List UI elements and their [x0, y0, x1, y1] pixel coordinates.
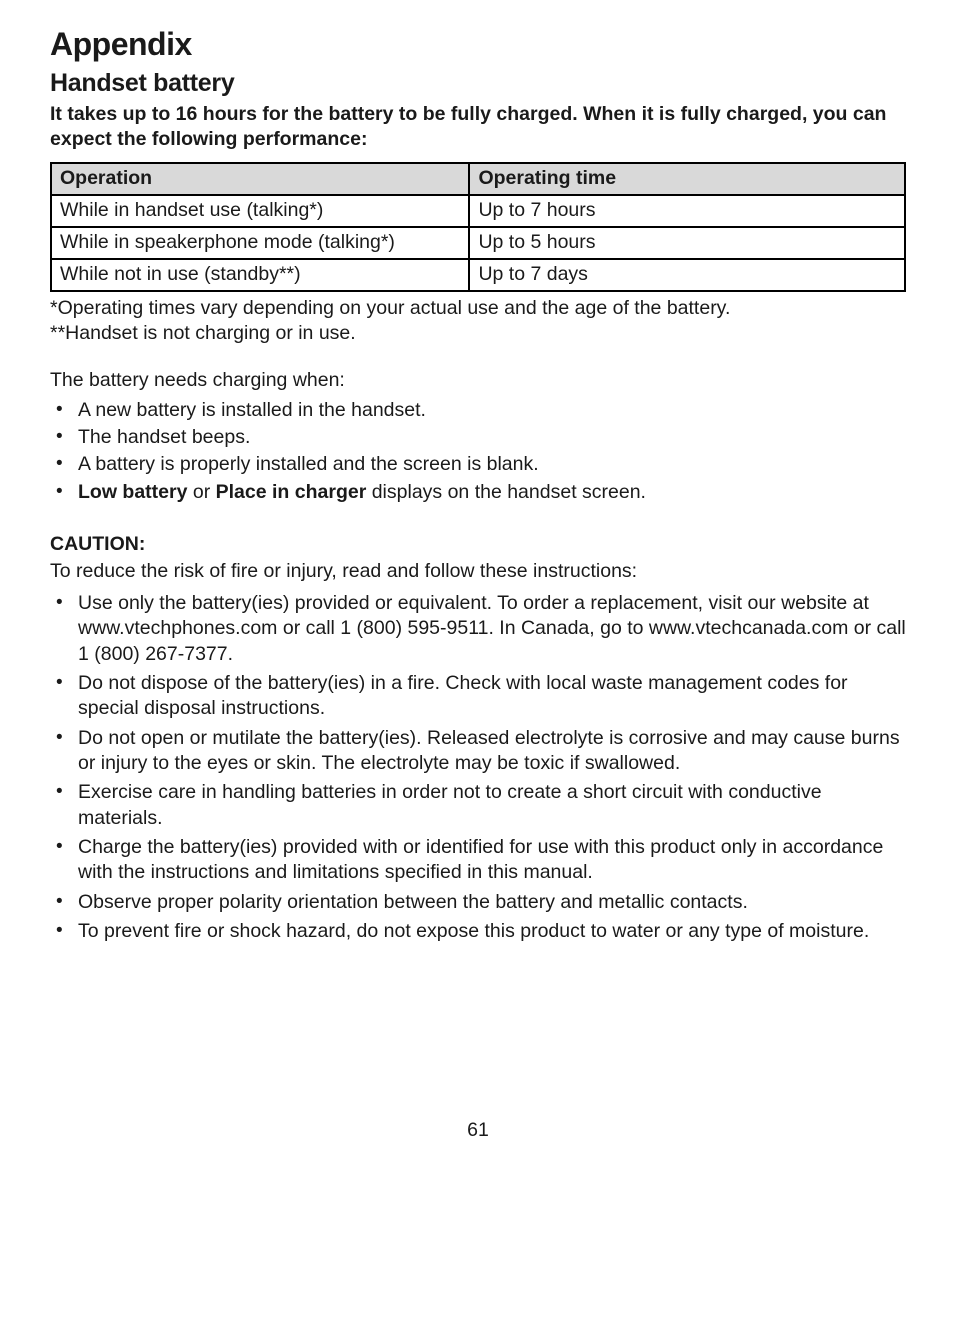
table-row: While in speakerphone mode (talking*) Up…: [51, 227, 905, 259]
list-item: Use only the battery(ies) provided or eq…: [74, 591, 906, 667]
td-operation: While in speakerphone mode (talking*): [51, 227, 469, 259]
caution-intro: To reduce the risk of fire or injury, re…: [50, 560, 906, 583]
page-number: 61: [50, 1119, 906, 1172]
battery-table: Operation Operating time While in handse…: [50, 162, 906, 292]
list-item: A battery is properly installed and the …: [74, 452, 906, 477]
td-time: Up to 5 hours: [469, 227, 905, 259]
td-time: Up to 7 days: [469, 259, 905, 291]
th-operation: Operation: [51, 163, 469, 195]
bold-low-battery: Low battery: [78, 481, 187, 503]
bold-place-in-charger: Place in charger: [216, 481, 367, 503]
list-item: Exercise care in handling batteries in o…: [74, 780, 906, 831]
caution-list: Use only the battery(ies) provided or eq…: [50, 591, 906, 944]
footnote-1: *Operating times vary depending on your …: [50, 296, 906, 321]
td-operation: While not in use (standby**): [51, 259, 469, 291]
list-item: Do not open or mutilate the battery(ies)…: [74, 726, 906, 777]
text-or: or: [187, 481, 215, 503]
list-item: A new battery is installed in the handse…: [74, 398, 906, 423]
section-heading: Handset battery: [50, 69, 906, 98]
charge-when-label: The battery needs charging when:: [50, 369, 906, 392]
footnote-2: **Handset is not charging or in use.: [50, 321, 906, 346]
list-item: Charge the battery(ies) provided with or…: [74, 835, 906, 886]
text-tail: displays on the handset screen.: [366, 481, 646, 503]
list-item: Do not dispose of the battery(ies) in a …: [74, 671, 906, 722]
list-item: Low battery or Place in charger displays…: [74, 480, 906, 505]
list-item: To prevent fire or shock hazard, do not …: [74, 919, 906, 944]
list-item: The handset beeps.: [74, 425, 906, 450]
page-heading: Appendix: [50, 26, 906, 63]
table-row: While in handset use (talking*) Up to 7 …: [51, 195, 905, 227]
caution-heading: CAUTION:: [50, 533, 906, 556]
intro-paragraph: It takes up to 16 hours for the battery …: [50, 102, 906, 152]
list-item: Observe proper polarity orientation betw…: [74, 890, 906, 915]
td-operation: While in handset use (talking*): [51, 195, 469, 227]
charge-when-list: A new battery is installed in the handse…: [50, 398, 906, 505]
td-time: Up to 7 hours: [469, 195, 905, 227]
th-operating-time: Operating time: [469, 163, 905, 195]
table-header-row: Operation Operating time: [51, 163, 905, 195]
table-row: While not in use (standby**) Up to 7 day…: [51, 259, 905, 291]
